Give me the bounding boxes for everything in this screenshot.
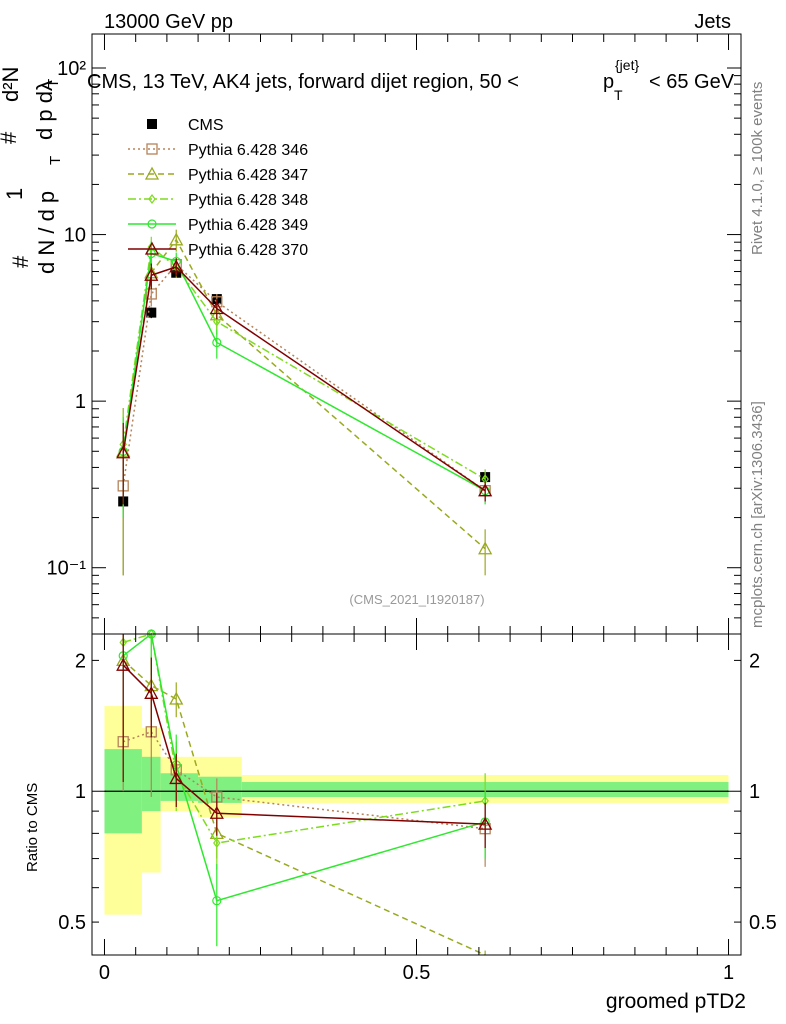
main-point xyxy=(146,307,157,318)
main-series-line xyxy=(122,263,486,492)
main-series-2 xyxy=(116,229,493,576)
title-sub: T xyxy=(614,87,623,103)
legend-marker xyxy=(146,143,158,155)
ylabel-t-sub-2: T xyxy=(45,79,62,88)
main-ytick-label: 1 xyxy=(75,391,86,413)
ratio-band-inner xyxy=(198,776,242,803)
ratio-series-line xyxy=(122,632,486,902)
ratio-xtick-label: 1 xyxy=(723,962,734,984)
title-sup: {jet} xyxy=(615,57,639,73)
main-series-line xyxy=(122,265,486,492)
ratio-xtick-label: 0.5 xyxy=(403,962,431,984)
title-p: p xyxy=(603,71,614,93)
ratio-point xyxy=(169,691,184,705)
legend-entry-5: Pythia 6.428 370 xyxy=(128,241,308,259)
main-ytick-label: 10² xyxy=(57,58,86,80)
legend-marker xyxy=(144,166,160,180)
ratio-series-line xyxy=(122,633,486,844)
main-point xyxy=(478,541,493,555)
main-series-4 xyxy=(118,241,490,518)
ratio-point xyxy=(169,771,184,785)
header-left: 13000 GeV pp xyxy=(104,11,233,33)
main-series-line xyxy=(122,245,486,480)
legend-entry-4: Pythia 6.428 349 xyxy=(128,217,308,234)
title-main: CMS, 13 TeV, AK4 jets, forward dijet reg… xyxy=(87,71,519,93)
x-axis-label: groomed pTD2 xyxy=(606,990,746,1013)
side-label-top: Rivet 4.1.0, ≥ 100k events xyxy=(749,82,766,255)
ratio-series-4 xyxy=(116,634,493,849)
main-series-1 xyxy=(117,256,491,576)
legend-entry-2: Pythia 6.428 347 xyxy=(128,166,308,184)
ratio-point xyxy=(209,805,224,819)
ylabel-hash-2: # xyxy=(0,131,21,144)
reference-label: (CMS_2021_I1920187) xyxy=(349,592,484,607)
legend-marker xyxy=(147,219,157,229)
ratio-point xyxy=(212,896,222,906)
main-series-5 xyxy=(116,258,493,505)
ratio-xtick-label: 0 xyxy=(99,962,110,984)
ratio-point xyxy=(116,657,131,671)
legend-entry-1: Pythia 6.428 346 xyxy=(128,142,308,159)
ylabel-hash-1: # xyxy=(8,255,33,268)
main-y-axis-label: # 1 d N / d p T # d²N d p dλ T xyxy=(0,67,64,274)
ratio-point xyxy=(144,685,159,699)
main-point xyxy=(212,337,222,348)
ratio-ytick-label-right: 1 xyxy=(749,781,760,803)
main-point xyxy=(209,301,224,315)
ylabel-one: 1 xyxy=(2,188,27,200)
side-label-bottom: mcplots.cern.ch [arXiv:1306.3436] xyxy=(749,401,766,628)
main-point xyxy=(116,445,131,459)
main-point xyxy=(144,267,159,281)
legend-label: Pythia 6.428 370 xyxy=(188,242,308,259)
main-point xyxy=(478,483,493,497)
legend-marker xyxy=(147,119,157,129)
legend-marker xyxy=(148,194,156,204)
legend-label: Pythia 6.428 347 xyxy=(188,167,308,184)
plot-title: CMS, 13 TeV, AK4 jets, forward dijet reg… xyxy=(87,57,735,103)
main-plot-area: 10⁻¹ 1 10 10² xyxy=(47,33,742,635)
legend-label: Pythia 6.428 346 xyxy=(188,142,308,159)
main-point xyxy=(213,316,221,327)
ylabel-d2n: d²N xyxy=(0,67,23,102)
main-point xyxy=(169,232,184,246)
legend-entry-3: Pythia 6.428 348 xyxy=(128,192,308,209)
legend-entry-0: CMS xyxy=(147,117,224,134)
ylabel-dn: d N / d p xyxy=(34,191,59,274)
legend-marker xyxy=(144,241,160,255)
main-point xyxy=(169,259,184,273)
ratio-ytick-label: 0.5 xyxy=(58,912,86,934)
ylabel-dpdl: d p dλ xyxy=(32,80,57,140)
ratio-ytick-label: 2 xyxy=(75,650,86,672)
ratio-point xyxy=(478,816,493,830)
legend: CMS Pythia 6.428 346 Pythia 6.428 347 Pythi… xyxy=(128,117,308,259)
ratio-y-axis-label: Ratio to CMS xyxy=(24,783,41,872)
main-series-0 xyxy=(118,267,491,507)
main-ytick-label: 10⁻¹ xyxy=(47,558,87,580)
main-ytick-label: 10 xyxy=(64,225,86,247)
ratio-ytick-label: 1 xyxy=(75,781,86,803)
title-tail: < 65 GeV xyxy=(649,71,735,93)
ratio-plot-area: 0.5 0.5 1 1 2 2 0 0.5 1 xyxy=(58,629,777,984)
legend-label: Pythia 6.428 349 xyxy=(188,217,308,234)
ratio-series-2 xyxy=(119,629,489,870)
ylabel-t-sub: T xyxy=(47,156,64,165)
ratio-ytick-label-right: 0.5 xyxy=(749,912,777,934)
header-right: Jets xyxy=(694,11,731,33)
ratio-point xyxy=(213,838,221,849)
legend-label: Pythia 6.428 348 xyxy=(188,192,308,209)
main-series-line xyxy=(122,238,486,550)
ratio-ytick-label-right: 2 xyxy=(749,650,760,672)
legend-label: CMS xyxy=(188,117,224,134)
